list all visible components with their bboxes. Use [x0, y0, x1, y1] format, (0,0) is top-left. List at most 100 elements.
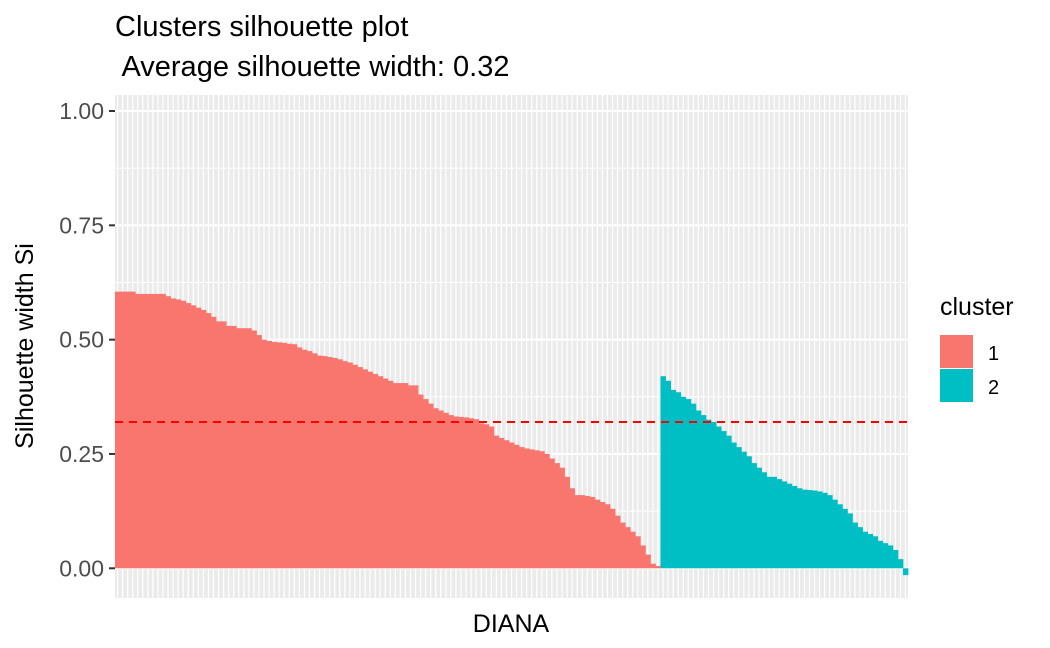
- bar-cluster-1: [564, 476, 570, 569]
- bar-cluster-1: [221, 321, 227, 569]
- bar-cluster-1: [216, 321, 222, 569]
- bar-cluster-2: [716, 426, 722, 569]
- bar-cluster-1: [418, 394, 424, 569]
- bar-cluster-1: [392, 383, 399, 569]
- bar-cluster-1: [276, 342, 283, 569]
- bar-cluster-2: [827, 495, 833, 569]
- bar-cluster-2: [791, 485, 798, 569]
- y-axis-ticks: 0.00 0.25 0.50 0.75 1.00: [59, 98, 115, 581]
- bar-cluster-1: [301, 349, 308, 569]
- bar-cluster-2: [781, 481, 788, 569]
- bar-cluster-1: [382, 378, 389, 569]
- bar-cluster-2: [771, 476, 778, 569]
- legend: cluster 1 2: [940, 293, 1014, 402]
- bar-cluster-2: [887, 545, 894, 569]
- y-axis-title: Silhouette width Si: [11, 243, 39, 449]
- bar-cluster-2: [670, 389, 677, 569]
- bar-cluster-1: [534, 450, 540, 569]
- bar-cluster-1: [342, 361, 348, 569]
- bar-cluster-2: [796, 488, 803, 569]
- bar-cluster-2: [822, 492, 828, 569]
- bar-cluster-1: [433, 408, 439, 569]
- bar-cluster-1: [372, 373, 379, 569]
- bar-cluster-2: [852, 522, 858, 569]
- bar-cluster-1: [549, 458, 555, 569]
- bar-cluster-1: [125, 291, 131, 569]
- bar-cluster-1: [453, 416, 459, 569]
- bar-cluster-1: [387, 380, 394, 569]
- bar-cluster-1: [625, 527, 631, 569]
- bar-cluster-1: [620, 522, 626, 569]
- bar-cluster-1: [539, 451, 545, 569]
- bar-cluster-1: [524, 448, 530, 569]
- bar-cluster-1: [544, 453, 550, 569]
- bar-cluster-1: [630, 531, 636, 569]
- bar-cluster-1: [609, 508, 616, 569]
- bar-cluster-1: [554, 463, 560, 569]
- bar-cluster-1: [458, 416, 464, 569]
- bar-cluster-1: [170, 298, 177, 569]
- bar-cluster-1: [160, 293, 166, 569]
- bar-cluster-1: [140, 293, 146, 569]
- bar-cluster-1: [478, 423, 485, 569]
- bar-cluster-1: [115, 291, 121, 569]
- legend-title: cluster: [940, 293, 1014, 321]
- bar-cluster-1: [569, 488, 576, 569]
- bar-cluster-2: [756, 467, 762, 569]
- bar-cluster-2: [817, 491, 823, 569]
- bar-cluster-1: [226, 325, 232, 569]
- bar-cluster-1: [246, 328, 252, 569]
- bar-cluster-1: [529, 449, 535, 569]
- bar-cluster-1: [503, 440, 510, 569]
- bar-cluster-1: [231, 325, 237, 569]
- bar-cluster-2: [867, 533, 874, 569]
- bar-cluster-1: [367, 371, 373, 569]
- bar-cluster-1: [483, 424, 490, 569]
- bar-cluster-1: [256, 335, 262, 569]
- chart-title: Clusters silhouette plot: [115, 11, 408, 43]
- bar-cluster-1: [271, 341, 278, 569]
- bar-cluster-1: [261, 339, 267, 569]
- y-tick-label: 0.25: [59, 441, 104, 467]
- bar-cluster-1: [155, 293, 161, 569]
- bar-cluster-1: [448, 415, 454, 569]
- bar-cluster-1: [468, 418, 475, 569]
- bar-cluster-2: [877, 540, 884, 569]
- bar-cluster-1: [508, 442, 515, 569]
- bar-cluster-1: [493, 435, 500, 569]
- bar-cluster-1: [195, 307, 202, 569]
- bar-cluster-1: [200, 309, 207, 569]
- bar-cluster-1: [291, 344, 298, 569]
- bar-cluster-1: [130, 291, 136, 569]
- bar-cluster-2: [801, 489, 808, 569]
- bar-cluster-2: [726, 435, 732, 569]
- bar-cluster-2: [736, 447, 742, 569]
- bar-cluster-2: [766, 476, 773, 569]
- bar-cluster-1: [281, 342, 288, 569]
- y-tick-label: 1.00: [59, 98, 104, 124]
- bar-cluster-2: [842, 508, 848, 569]
- bar-cluster-2: [776, 479, 783, 569]
- bar-cluster-1: [180, 300, 187, 569]
- bar-cluster-1: [438, 410, 444, 569]
- bar-cluster-2: [832, 499, 838, 569]
- bar-cluster-1: [519, 447, 525, 569]
- bar-cluster-1: [650, 563, 656, 569]
- legend-key-cluster-2: [940, 369, 973, 402]
- bar-cluster-1: [210, 316, 217, 569]
- bar-cluster-1: [311, 353, 318, 569]
- bar-cluster-1: [402, 383, 409, 569]
- bar-cluster-1: [286, 343, 293, 569]
- silhouette-bars: [115, 291, 909, 576]
- bar-cluster-2: [751, 463, 757, 569]
- bar-cluster-1: [640, 545, 646, 569]
- bar-cluster-1: [589, 496, 596, 569]
- bar-cluster-1: [443, 412, 449, 569]
- bar-cluster-2: [897, 559, 904, 569]
- bar-cluster-1: [347, 362, 353, 569]
- bar-cluster-1: [241, 328, 247, 569]
- bar-cluster-2: [862, 531, 868, 569]
- bar-cluster-2: [665, 380, 672, 569]
- bar-cluster-1: [407, 385, 414, 569]
